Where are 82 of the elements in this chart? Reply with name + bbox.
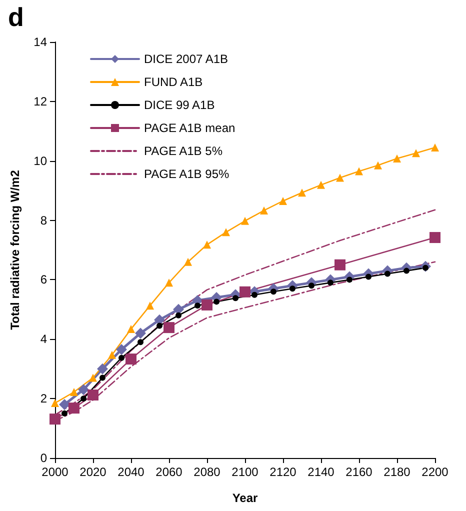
legend-label: FUND A1B [144,75,203,89]
point [127,325,135,334]
point [260,206,268,214]
point [384,270,390,277]
point [241,216,249,225]
point [203,240,211,249]
point [59,399,70,410]
point [78,384,89,396]
point [279,196,287,205]
point [336,174,344,182]
legend-label: PAGE A1B mean [144,121,236,135]
point [430,232,440,244]
point [89,374,97,382]
point [355,167,363,176]
point [62,410,68,416]
point [240,286,250,298]
point [404,268,410,274]
point [176,312,182,318]
x-tick-label: 2140 [308,465,335,479]
x-tick-label: 2120 [270,465,297,479]
point [252,292,258,298]
x-tick-label: 2100 [232,465,259,479]
x-axis-title: Year [232,491,258,505]
point [202,299,212,310]
point [290,286,296,292]
point [184,258,192,266]
point [308,282,314,289]
point [194,302,200,309]
point [156,322,162,329]
x-tick-label: 2180 [384,465,411,479]
point [164,322,174,334]
y-tick-label: 2 [40,392,48,406]
point [116,344,127,356]
point [51,399,59,408]
point [68,402,80,414]
x-tick-label: 2020 [80,465,107,479]
point [70,388,78,396]
x-tick-label: 2080 [194,465,221,479]
point [298,188,306,197]
y-tick-label: 12 [34,94,48,108]
point [97,363,108,374]
point [80,396,86,402]
point [374,161,382,170]
x-tick-label: 2060 [156,465,183,479]
y-tick-label: 8 [40,213,48,228]
point [100,374,106,381]
y-tick-label: 14 [34,35,48,49]
x-tick-label: 2000 [42,465,69,479]
point [346,276,352,283]
point [431,143,439,152]
y-axis-title: Total radiative forcing W/m2 [8,170,22,330]
point [88,390,98,401]
legend-label: DICE 99 A1B [144,98,215,112]
y-tick-label: 4 [40,332,48,346]
x-tick-label: 2160 [346,465,373,479]
point [334,259,346,270]
point [412,149,420,158]
point [232,295,238,302]
point [222,228,230,236]
point [126,354,136,365]
point [108,350,116,359]
point [138,339,144,346]
x-tick-label: 2200 [422,465,449,479]
point [50,414,60,425]
y-tick-label: 10 [34,154,48,168]
point [317,180,325,189]
legend-label: DICE 2007 A1B [144,52,228,66]
point [270,288,276,295]
x-tick-label: 2040 [118,465,145,479]
point [135,328,146,339]
point [366,274,372,280]
point [393,154,401,162]
point [165,278,173,287]
y-tick-label: 6 [40,272,48,287]
text: d [8,2,24,32]
legend-label: PAGE A1B 5% [144,144,223,158]
point [118,354,124,361]
point [146,302,154,310]
point [328,280,334,286]
y-tick-label: 0 [40,451,48,465]
point [214,298,220,305]
legend-label: PAGE A1B 95% [144,167,230,181]
